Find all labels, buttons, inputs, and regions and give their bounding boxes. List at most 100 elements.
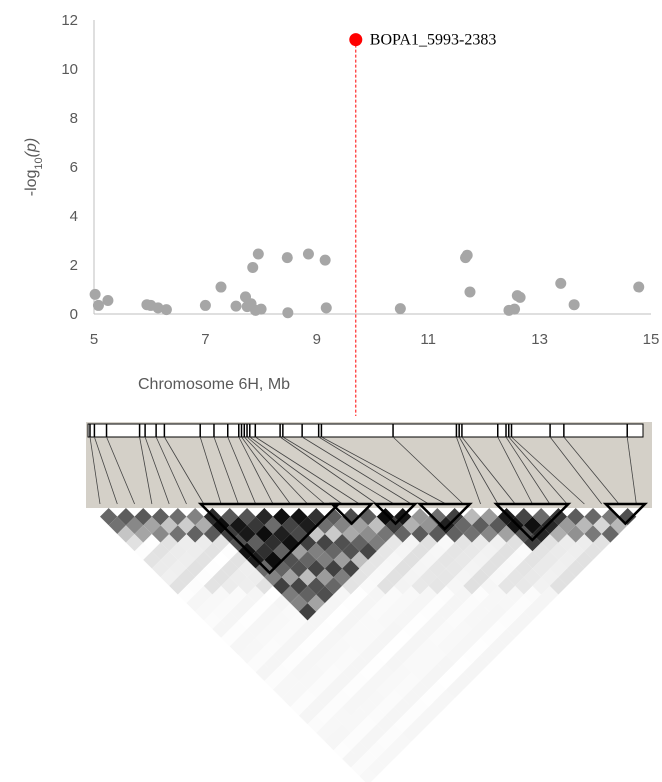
ld-cell	[229, 568, 248, 586]
ld-cell	[333, 568, 351, 586]
ld-cell	[463, 542, 481, 560]
ld-cell	[264, 637, 282, 656]
data-point	[319, 254, 331, 266]
ld-cell	[506, 533, 524, 552]
ld-cell	[437, 637, 455, 656]
ld-cell	[247, 637, 265, 656]
ld-cell	[437, 585, 455, 604]
ld-cell	[290, 611, 308, 630]
ld-cell	[350, 741, 369, 759]
ld-cell	[463, 577, 481, 595]
marker-connector	[89, 436, 101, 505]
ld-cell	[489, 585, 507, 604]
ld-cell	[402, 724, 421, 742]
ld-cell	[549, 577, 568, 595]
ld-cell	[359, 698, 377, 716]
ld-cell	[549, 542, 568, 560]
ld-cell	[402, 585, 421, 604]
ld-cell	[376, 594, 395, 612]
ld-cell	[134, 508, 152, 526]
marker-connector	[279, 436, 378, 505]
data-point	[568, 299, 580, 311]
ld-cell	[376, 508, 395, 526]
ld-cell	[385, 637, 403, 656]
ld-cell	[350, 724, 369, 742]
data-point	[281, 252, 293, 264]
ld-cell	[480, 508, 498, 526]
ld-cell	[385, 585, 403, 604]
ld-cell	[420, 551, 438, 569]
ld-cell	[420, 620, 438, 638]
ld-cell	[255, 577, 273, 595]
ld-cell	[298, 585, 317, 604]
y-tick-label: 4	[70, 208, 78, 225]
ld-cell	[489, 603, 507, 621]
ld-cell	[428, 559, 446, 578]
ld-cell	[264, 620, 282, 638]
ld-cell	[307, 698, 325, 716]
ld-cell	[264, 672, 282, 690]
ld-cell	[437, 689, 455, 707]
ld-cell	[350, 637, 369, 656]
ld-cell	[497, 508, 516, 526]
ld-cell	[273, 577, 291, 595]
ld-cell	[350, 655, 369, 673]
ld-cell	[463, 646, 481, 664]
ld-cell	[273, 508, 291, 526]
ld-cell	[359, 577, 377, 595]
ld-heatmap	[86, 422, 652, 782]
ld-cell	[186, 508, 204, 526]
ld-cell	[298, 637, 317, 656]
ld-cell	[333, 689, 351, 707]
marker-connector	[164, 436, 205, 505]
ld-cell	[532, 594, 550, 612]
ld-cell	[394, 525, 412, 543]
marker-connector	[497, 436, 533, 505]
ld-cell	[420, 637, 438, 656]
ld-cell	[420, 706, 438, 725]
marker-connector	[318, 436, 429, 505]
ld-cell	[420, 689, 438, 707]
ld-cell	[394, 577, 412, 595]
ld-cell	[342, 611, 360, 630]
marker-connector	[106, 436, 135, 505]
ld-cell	[307, 629, 325, 647]
y-axis-title: -log10(p)	[23, 138, 45, 197]
ld-cell	[342, 559, 360, 578]
ld-cell	[471, 655, 490, 673]
ld-cell	[290, 663, 308, 681]
y-tick-label: 6	[70, 159, 78, 176]
ld-cell	[575, 516, 594, 534]
ld-cell	[307, 542, 325, 560]
ld-cell	[221, 508, 239, 526]
ld-cell	[506, 585, 524, 604]
ld-cell	[186, 525, 204, 543]
ld-cell	[273, 629, 291, 647]
ld-cell	[316, 603, 334, 621]
marker-connector	[511, 436, 585, 505]
ld-cell	[333, 637, 351, 656]
ld-cell	[463, 611, 481, 630]
ld-cell	[385, 603, 403, 621]
marker-connector	[155, 436, 187, 505]
ld-cell	[385, 741, 403, 759]
data-point	[255, 303, 267, 315]
ld-cell	[385, 620, 403, 638]
ld-cell	[350, 585, 369, 604]
ld-cell	[350, 689, 369, 707]
ld-cell	[342, 698, 360, 716]
ld-cell	[480, 611, 498, 630]
marker-connector	[255, 436, 360, 505]
ld-cell	[480, 559, 498, 578]
ld-cell	[264, 516, 282, 534]
ld-cell	[298, 655, 317, 673]
ld-cell	[376, 646, 395, 664]
ld-cell	[350, 533, 369, 552]
ld-cell	[298, 603, 317, 621]
ld-cell	[463, 663, 481, 681]
ld-cell	[532, 559, 550, 578]
ld-cell	[143, 516, 161, 534]
ld-cell	[385, 706, 403, 725]
marker-connector	[392, 436, 464, 505]
ld-cell	[273, 646, 291, 664]
